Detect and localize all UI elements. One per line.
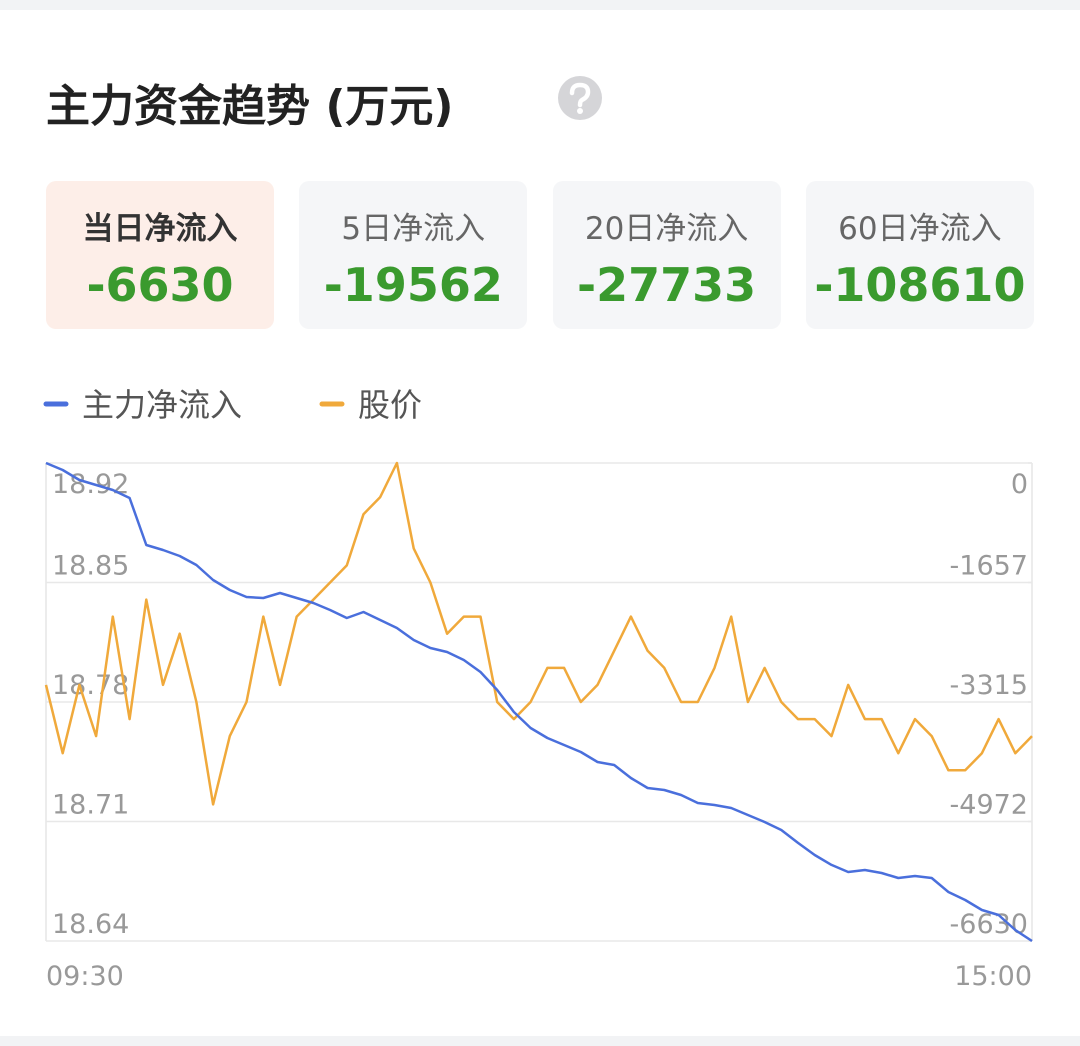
card-value: -27733 [577, 258, 757, 312]
y-tick-label: 18.64 [52, 909, 129, 940]
series-line [45, 461, 1033, 943]
card-value: -108610 [814, 258, 1026, 312]
card-label: 20日净流入 [584, 211, 749, 247]
x-tick-label: 09:30 [46, 961, 124, 992]
card-label: 60日净流入 [838, 211, 1002, 247]
title: 主力资金趋势 (万元) [46, 81, 454, 132]
bottom-strip [0, 1036, 1080, 1046]
flow-card[interactable]: 20日净流入 -27733 [552, 181, 781, 329]
y-tick-label: 18.71 [52, 790, 129, 821]
card-label: 当日净流入 [82, 211, 238, 247]
legend-label: 主力净流入 [82, 386, 242, 424]
legend-label: 股价 [358, 386, 422, 424]
y2-tick-label: -4972 [950, 789, 1028, 820]
help-icon[interactable] [557, 75, 603, 121]
card-label: 5日净流入 [341, 211, 486, 247]
y2-tick-label: -1657 [950, 550, 1028, 581]
flow-card[interactable]: 5日净流入 -19562 [299, 181, 528, 329]
flow-card[interactable]: 60日净流入 -108610 [805, 181, 1034, 329]
card-value: -6630 [86, 258, 234, 312]
flow-card[interactable]: 当日净流入 -6630 [46, 181, 274, 329]
y-tick-label: 18.85 [52, 551, 129, 582]
y2-tick-label: 0 [1011, 469, 1028, 500]
y2-tick-label: -3315 [950, 670, 1028, 701]
y2-tick-label: -6630 [950, 909, 1028, 940]
series-line [44, 461, 1033, 806]
card-value: -19562 [323, 258, 503, 312]
y-tick-label: 18.78 [52, 670, 129, 701]
x-tick-label: 15:00 [954, 961, 1032, 992]
top-strip [0, 0, 1080, 10]
